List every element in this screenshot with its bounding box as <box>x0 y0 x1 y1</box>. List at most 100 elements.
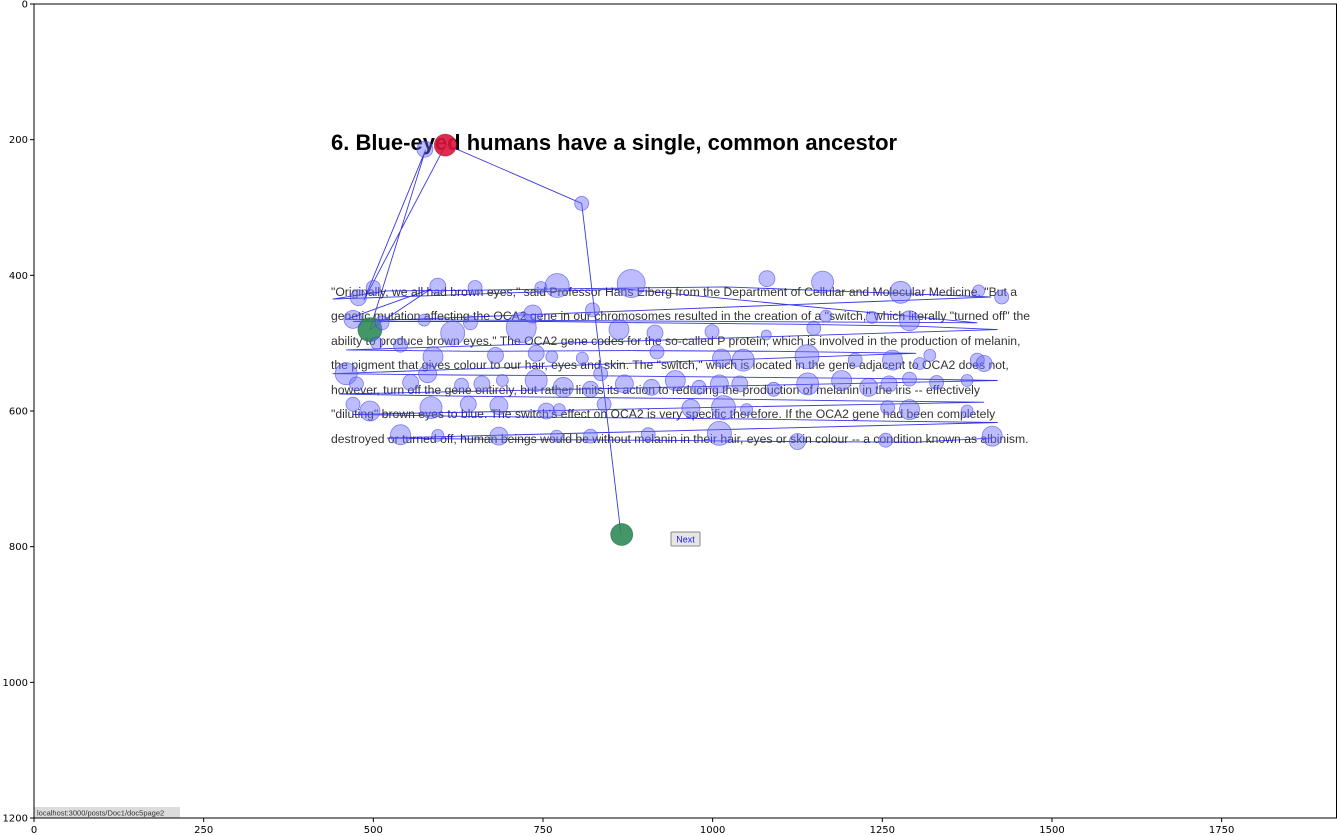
fixation-point <box>534 281 548 294</box>
status-bar-bg <box>34 807 180 818</box>
fixation-point <box>819 309 833 323</box>
fixation-point <box>929 375 944 390</box>
fixation-point <box>585 302 600 318</box>
fixation-point <box>691 379 707 395</box>
fixation-point <box>583 428 598 444</box>
x-tick-label: 1750 <box>1209 825 1234 836</box>
fixation-point <box>649 344 665 360</box>
scanpath-line <box>332 143 998 535</box>
fixation-point <box>608 319 630 341</box>
fixation-point <box>390 424 411 446</box>
fixation-point <box>643 378 660 396</box>
x-tick-label: 500 <box>364 825 383 836</box>
x-tick-label: 750 <box>533 825 552 836</box>
x-tick-label: 250 <box>194 825 213 836</box>
fixation-point <box>505 312 537 344</box>
y-tick-label: 800 <box>9 542 28 553</box>
fixation-point <box>574 195 590 211</box>
fixation-point <box>348 376 364 392</box>
fixation-point <box>731 348 755 372</box>
fixation-point <box>712 348 731 368</box>
fixation-point <box>416 140 434 158</box>
fixation-point <box>418 364 438 384</box>
axes: 0 250 500 750 1000 1250 1500 1750 0 200 400 600 800 1… <box>3 0 1337 836</box>
fixation-point <box>575 351 589 365</box>
fixation-point <box>454 377 469 393</box>
fixation-point <box>487 346 504 364</box>
fixation-point <box>431 428 445 442</box>
fixation-point <box>831 370 852 391</box>
paragraph-line: "Originally, we all had brown eyes," sai… <box>331 285 1017 299</box>
fixation-point <box>847 352 863 368</box>
fixation-point <box>489 396 509 416</box>
fixation-point <box>899 399 920 421</box>
fixation-point <box>902 371 917 387</box>
fixation-point <box>865 310 879 324</box>
fixation-layer <box>334 133 1010 546</box>
fixation-point <box>402 374 420 391</box>
fixation-point <box>859 377 879 397</box>
fixation-point <box>899 310 920 332</box>
fixation-point <box>880 400 896 416</box>
fixation-point <box>419 396 443 420</box>
fixation-point <box>440 320 466 346</box>
fixation-point <box>704 324 720 340</box>
fixation-point <box>646 324 664 342</box>
fixation-point <box>429 277 447 295</box>
fixation-point <box>459 395 477 413</box>
fixation-point <box>417 313 431 327</box>
end-fixation-point <box>433 133 457 157</box>
fixation-point <box>374 315 390 331</box>
fixation-point <box>538 402 555 420</box>
fixation-point <box>523 304 543 324</box>
fixation-point <box>527 344 545 362</box>
y-tick-label: 1200 <box>3 814 28 825</box>
x-tick-label: 1000 <box>700 825 725 836</box>
fixation-point <box>596 396 612 412</box>
fixation-point <box>878 432 894 448</box>
fixation-point <box>544 273 570 298</box>
start-fixation-point <box>610 523 634 546</box>
fixation-point <box>495 374 509 387</box>
fixation-point <box>806 320 822 336</box>
fixation-point <box>422 346 444 368</box>
fixation-point <box>811 270 834 294</box>
fixation-point <box>550 429 563 443</box>
fixation-point <box>345 396 361 412</box>
fixation-point <box>640 427 656 443</box>
fixation-point <box>707 420 732 446</box>
fixation-point <box>711 395 736 421</box>
next-button-label[interactable]: Next <box>676 535 695 545</box>
fixation-point <box>545 350 559 364</box>
fixation-point <box>740 403 753 417</box>
fixation-point <box>880 375 898 393</box>
x-tick-label: 1250 <box>870 825 895 836</box>
y-tick-label: 0 <box>22 0 28 11</box>
paragraph-line: ability to produce brown eyes." The OCA2… <box>331 334 1020 348</box>
x-tick-label: 0 <box>31 825 37 836</box>
fixation-point <box>681 398 701 418</box>
fixation-point <box>582 380 599 398</box>
status-bar: localhost:3000/posts/Doc1/doc5page2 <box>34 807 180 818</box>
fixation-point <box>664 370 686 391</box>
fixation-point <box>473 375 491 393</box>
fixation-point <box>923 348 937 362</box>
fixation-point <box>710 374 729 394</box>
fixation-point <box>796 372 820 396</box>
fixation-point <box>766 381 782 397</box>
fixation-point <box>758 270 776 288</box>
fixation-point <box>972 284 986 298</box>
fixation-point <box>760 329 772 341</box>
page-title: 6. Blue-eyed humans have a single, commo… <box>331 130 898 155</box>
fixation-point <box>913 357 926 370</box>
fixation-point <box>370 336 384 350</box>
next-button[interactable]: Next <box>670 531 701 547</box>
fixation-point <box>365 280 381 295</box>
fixation-point <box>981 425 1003 447</box>
next-button-box[interactable] <box>670 531 701 547</box>
y-tick-label: 200 <box>9 135 28 146</box>
fixation-point <box>616 269 646 298</box>
fixation-point <box>994 289 1010 305</box>
fixation-point <box>889 280 912 304</box>
